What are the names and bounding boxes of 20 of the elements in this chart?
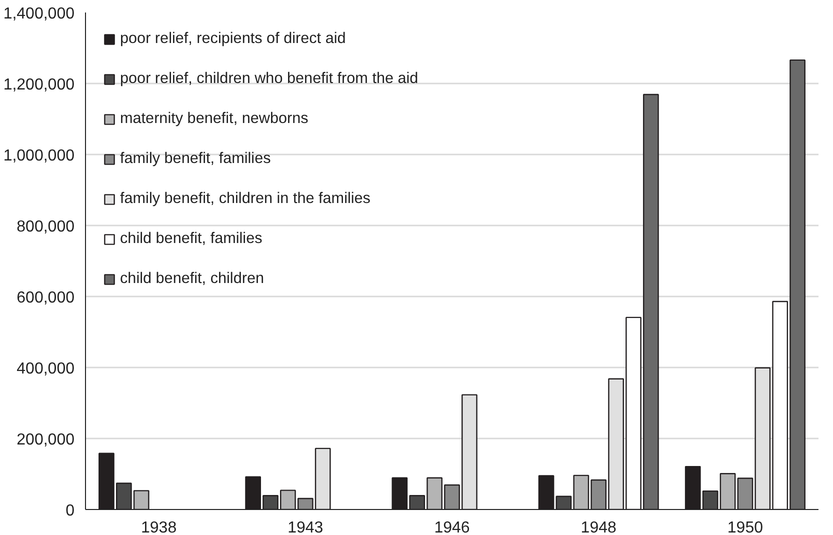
legend-label: family benefit, families — [120, 150, 271, 168]
y-tick-label: 800,000 — [16, 218, 75, 236]
legend-label: child benefit, children — [120, 270, 264, 288]
y-tick-label: 200,000 — [16, 432, 75, 448]
legend-label: child benefit, families — [120, 230, 262, 248]
legend-label: family benefit, children in the families — [120, 190, 370, 208]
x-tick-label: 1943 — [288, 520, 324, 535]
y-tick-label: 1,000,000 — [3, 148, 75, 164]
x-tick-label: 1946 — [434, 520, 470, 535]
y-tick-label: 1,400,000 — [3, 6, 75, 22]
x-tick-label: 1948 — [580, 520, 616, 535]
x-tick-label: 1938 — [141, 520, 177, 535]
y-tick-label: 600,000 — [16, 290, 75, 306]
x-tick-label: 1950 — [727, 520, 764, 535]
y-tick-label: 400,000 — [16, 360, 75, 378]
y-tick-label: 1,200,000 — [3, 76, 75, 94]
legend-label: poor relief, recipients of direct aid — [120, 30, 346, 48]
legend-label: poor relief, children who benefit from the aid — [120, 70, 418, 88]
legend-label: maternity benefit, newborns — [120, 110, 308, 128]
y-tick-label: 0 — [66, 502, 75, 520]
